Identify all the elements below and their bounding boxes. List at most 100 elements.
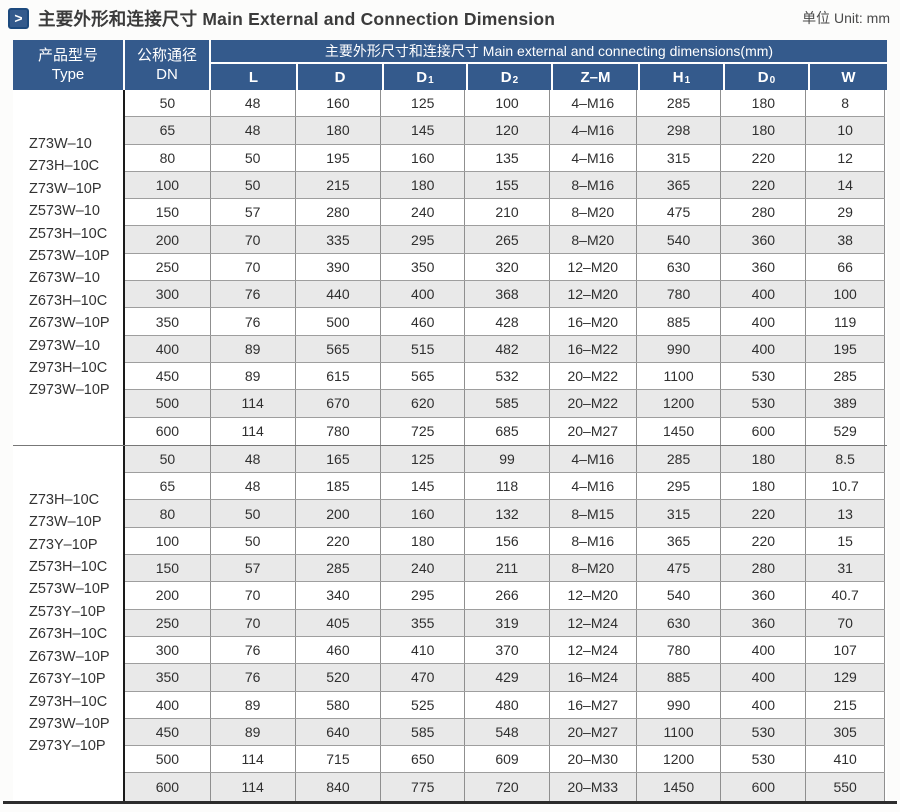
dn-cell: 450 <box>125 718 211 746</box>
dimension-cell: 215 <box>806 691 886 718</box>
dimension-cell: 670 <box>296 390 382 417</box>
dimension-cell: 410 <box>381 636 466 664</box>
dimension-cell: 145 <box>381 117 466 144</box>
dimension-cell: 20–M22 <box>550 362 637 390</box>
dimension-cell: 1450 <box>637 417 722 445</box>
dimension-cell: 410 <box>806 746 886 773</box>
dimension-cell: 280 <box>296 199 382 226</box>
dimension-cell: 315 <box>637 144 722 171</box>
dimension-cell: 76 <box>211 664 296 691</box>
dimension-cell: 4–M16 <box>550 473 637 500</box>
dimension-cell: 165 <box>296 445 382 473</box>
dimension-cell: 630 <box>637 253 722 281</box>
dimension-cell: 1200 <box>637 390 722 417</box>
dimension-cell: 600 <box>721 773 807 801</box>
type-label: Z573W–10P <box>29 248 110 265</box>
table-row: 65 48 185 145 118 4–M16 295 180 10.7 <box>125 473 886 501</box>
table-body: Z73W–10 Z73H–10C Z73W–10P Z573W–10 Z573H–10C… <box>13 90 887 801</box>
dimension-cell: 70 <box>211 582 296 609</box>
dimensions-table: 产品型号 Type 公称通径 DN 主要外形尺寸和连接尺寸 Main exter… <box>3 40 897 804</box>
dimension-cell: 480 <box>465 691 550 718</box>
dimension-cell: 685 <box>465 417 550 445</box>
type-label: Z73W–10P <box>29 180 102 197</box>
dimension-cell: 129 <box>806 664 886 691</box>
dimension-cell: 1450 <box>637 773 722 801</box>
column-header: D <box>296 64 382 90</box>
dimension-cell: 100 <box>806 281 886 308</box>
dimension-cell: 400 <box>721 636 807 664</box>
dn-cell: 300 <box>125 636 211 664</box>
dimension-cell: 8–M15 <box>550 500 637 527</box>
dimension-cell: 355 <box>381 609 466 636</box>
dimension-cell: 220 <box>721 527 807 555</box>
dimension-cell: 370 <box>465 636 550 664</box>
table-row: 450 89 615 565 532 20–M22 1100 530 285 <box>125 362 886 391</box>
dn-cell: 150 <box>125 199 211 226</box>
dimensions-header-section: 主要外形尺寸和连接尺寸 Main external and connecting… <box>211 40 887 90</box>
dimension-cell: 390 <box>296 253 382 281</box>
dimension-cell: 885 <box>637 664 722 691</box>
table-row: 100 50 215 180 155 8–M16 365 220 14 <box>125 171 886 200</box>
dimension-cell: 400 <box>721 281 807 308</box>
dimension-cell: 620 <box>381 390 466 417</box>
dimension-cell: 8–M20 <box>550 555 637 582</box>
dimension-cell: 180 <box>381 171 466 199</box>
section-marker-icon: > <box>8 7 29 29</box>
type-column-header-zh: 产品型号 <box>37 47 98 64</box>
dimension-cell: 550 <box>806 773 886 801</box>
dimension-cell: 12–M20 <box>550 281 637 308</box>
dimension-cell: 160 <box>381 144 466 171</box>
column-header-label: D <box>416 68 428 86</box>
dimension-cell: 13 <box>806 500 886 527</box>
dn-cell: 350 <box>125 664 211 691</box>
dimension-cell: 118 <box>465 473 550 500</box>
column-header-label: Z–M <box>580 68 611 86</box>
dimension-cell: 20–M27 <box>550 417 637 445</box>
span-header: 主要外形尺寸和连接尺寸 Main external and connecting… <box>211 40 887 64</box>
dimension-cell: 89 <box>211 335 296 362</box>
column-header-subscript: 1 <box>428 75 434 86</box>
dn-cell: 600 <box>125 417 211 445</box>
dimension-cell: 885 <box>637 308 722 335</box>
dimension-cell: 220 <box>296 527 382 555</box>
dimension-cell: 4–M16 <box>550 117 637 144</box>
dimension-cell: 180 <box>381 527 466 555</box>
dimension-cell: 50 <box>211 144 296 171</box>
dimension-cell: 529 <box>806 417 886 445</box>
dimension-cell: 20–M27 <box>550 718 637 746</box>
dimension-cell: 725 <box>381 417 466 445</box>
dimension-cell: 8 <box>806 90 886 117</box>
dimension-cell: 114 <box>211 390 296 417</box>
dn-cell: 65 <box>125 473 211 500</box>
dimension-cell: 460 <box>381 308 466 335</box>
dimension-cell: 475 <box>637 199 722 226</box>
table-row: 80 50 200 160 132 8–M15 315 220 13 <box>125 500 886 528</box>
dimension-cell: 340 <box>296 582 382 609</box>
dn-cell: 250 <box>125 253 211 281</box>
table-row: 400 89 580 525 480 16–M27 990 400 215 <box>125 691 886 719</box>
type-label: Z673H–10C <box>29 626 108 643</box>
dimension-cell: 280 <box>721 199 807 226</box>
type-list: Z73W–10 Z73H–10C Z73W–10P Z573W–10 Z573H–10C… <box>13 133 110 402</box>
dn-cell: 65 <box>125 117 211 144</box>
type-label: Z73H–10C <box>29 491 100 508</box>
dimension-cell: 720 <box>465 773 550 801</box>
dn-cell: 100 <box>125 171 211 199</box>
dimension-cell: 460 <box>296 636 382 664</box>
table-row: 250 70 390 350 320 12–M20 630 360 66 <box>125 253 886 282</box>
dimension-cell: 780 <box>296 417 382 445</box>
dn-column-header: 公称通径 DN <box>125 40 211 90</box>
dimension-cell: 320 <box>465 253 550 281</box>
column-header-label: H <box>672 68 684 86</box>
dimension-cell: 66 <box>806 253 886 281</box>
dimension-cell: 12–M20 <box>550 253 637 281</box>
dimension-cell: 368 <box>465 281 550 308</box>
type-label: Z673W–10P <box>29 648 110 665</box>
dimension-cell: 335 <box>296 226 382 253</box>
dn-cell: 500 <box>125 746 211 773</box>
dimension-cell: 650 <box>381 746 466 773</box>
dimension-cell: 360 <box>721 582 807 609</box>
table-row: 50 48 165 125 99 4–M16 285 180 8.5 <box>125 445 886 474</box>
dimension-cell: 500 <box>296 308 382 335</box>
